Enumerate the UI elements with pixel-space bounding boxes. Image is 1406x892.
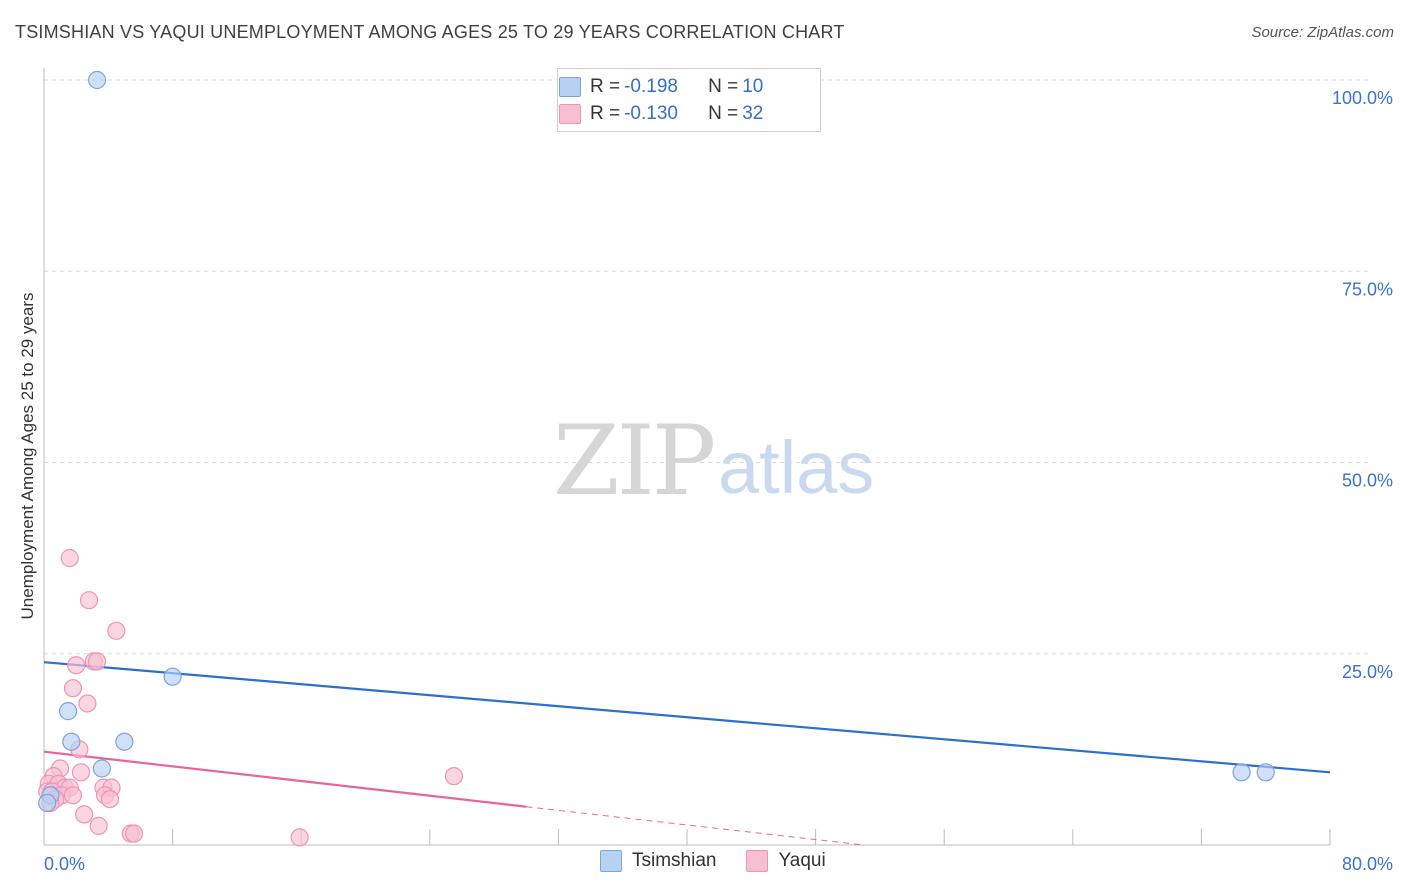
point-tsimshian bbox=[87, 70, 107, 90]
watermark-zip: ZIP bbox=[553, 405, 716, 517]
point-tsimshian bbox=[92, 759, 111, 778]
point-yaqui bbox=[63, 679, 83, 698]
legend-n-label: N = bbox=[708, 76, 739, 97]
y-tick-label: 75.0% bbox=[1342, 279, 1393, 299]
grid-lines bbox=[44, 79, 1370, 655]
point-yaqui bbox=[71, 763, 91, 782]
point-yaqui bbox=[78, 694, 97, 713]
point-tsimshian bbox=[1232, 763, 1251, 782]
y-tick-label: 25.0% bbox=[1342, 662, 1393, 682]
legend-swatch-yaqui bbox=[746, 850, 769, 872]
point-yaqui bbox=[290, 828, 309, 847]
point-yaqui bbox=[79, 591, 99, 610]
legend-n-value: 10 bbox=[742, 76, 764, 97]
point-yaqui bbox=[75, 805, 94, 824]
y-tick-label: 50.0% bbox=[1342, 471, 1393, 491]
correlation-legend: R = -0.198 N = 10 R = -0.130 N = 32 bbox=[557, 68, 821, 132]
point-yaqui bbox=[87, 652, 107, 671]
x-tick-label: 0.0% bbox=[44, 854, 85, 874]
point-yaqui bbox=[63, 786, 83, 805]
legend-swatch-tsimshian bbox=[559, 77, 581, 97]
x-tick-label: 80.0% bbox=[1342, 854, 1393, 874]
legend-label-yaqui: Yaqui bbox=[778, 850, 826, 871]
point-yaqui bbox=[60, 549, 79, 568]
legend-row-yaqui: R = -0.130 N = 32 bbox=[559, 102, 764, 126]
point-tsimshian bbox=[115, 732, 134, 751]
point-tsimshian bbox=[38, 793, 57, 813]
trend-line-yaqui bbox=[43, 750, 527, 808]
tick-labels: 25.0% 50.0% 75.0% 100.0% 0.0% 80.0% bbox=[44, 88, 1393, 874]
legend-row-tsimshian: R = -0.198 N = 10 bbox=[559, 75, 764, 99]
point-yaqui bbox=[100, 789, 120, 809]
legend-r-value: -0.130 bbox=[624, 103, 678, 124]
legend-item-tsimshian: Tsimshian bbox=[600, 850, 716, 872]
y-tick-label: 100.0% bbox=[1332, 88, 1393, 108]
trend-line-yaqui-extension bbox=[526, 806, 864, 846]
legend-swatch-yaqui bbox=[559, 104, 581, 124]
point-yaqui bbox=[444, 767, 464, 786]
point-yaqui bbox=[89, 816, 108, 835]
point-tsimshian bbox=[163, 667, 182, 686]
legend-label-tsimshian: Tsimshian bbox=[632, 850, 717, 871]
point-yaqui bbox=[67, 656, 86, 675]
legend-swatch-tsimshian bbox=[600, 850, 622, 872]
trend-line-tsimshian bbox=[43, 661, 1331, 774]
point-tsimshian bbox=[62, 732, 81, 751]
legend-item-yaqui: Yaqui bbox=[746, 850, 826, 872]
point-yaqui bbox=[124, 824, 144, 843]
legend-n-value: 32 bbox=[742, 103, 764, 124]
legend-r-label: R = bbox=[590, 103, 621, 124]
point-tsimshian bbox=[1256, 763, 1275, 782]
data-points bbox=[38, 70, 1275, 847]
point-yaqui bbox=[107, 621, 126, 640]
watermark-atlas: atlas bbox=[718, 426, 875, 509]
series-legend: Tsimshian Yaqui bbox=[600, 850, 856, 872]
chart-title: TSIMSHIAN VS YAQUI UNEMPLOYMENT AMONG AG… bbox=[15, 22, 845, 42]
axes bbox=[43, 68, 1331, 846]
point-tsimshian bbox=[59, 702, 78, 721]
legend-r-label: R = bbox=[590, 76, 621, 97]
legend-n-label: N = bbox=[708, 103, 739, 124]
legend-r-value: -0.198 bbox=[624, 76, 678, 97]
source-label: Source: ZipAtlas.com bbox=[1251, 24, 1394, 41]
trend-lines bbox=[43, 661, 1331, 846]
